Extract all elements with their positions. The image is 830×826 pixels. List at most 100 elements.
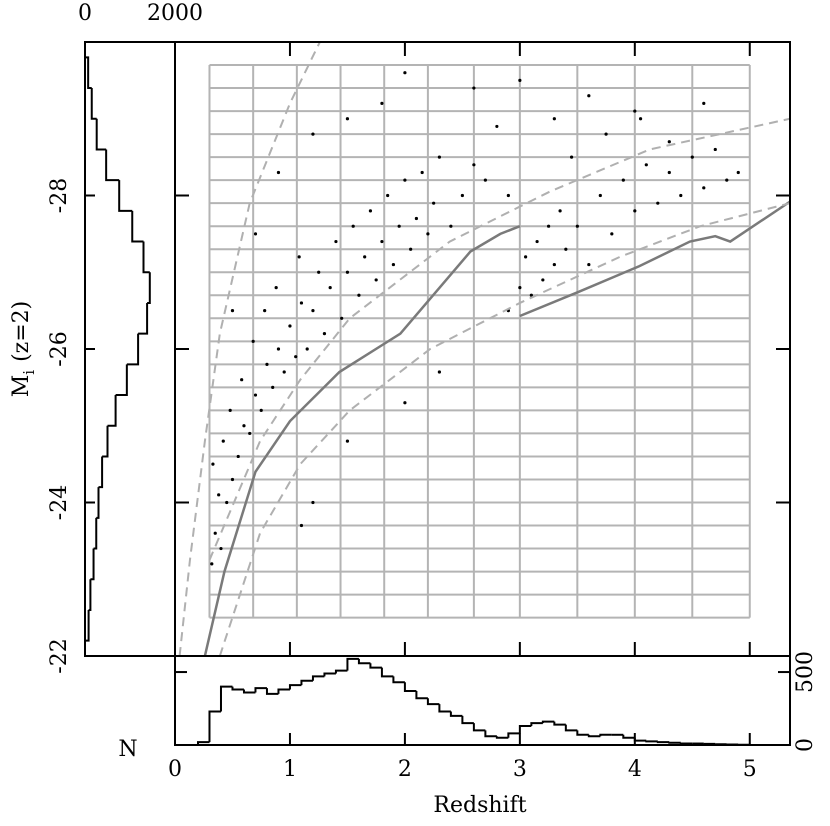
hist-bin (380, 667, 394, 678)
point (420, 170, 424, 175)
point (340, 316, 344, 320)
point (334, 239, 338, 244)
point (679, 193, 683, 198)
hist-bin (507, 732, 520, 738)
point (437, 155, 441, 159)
point (610, 232, 614, 236)
hist-bin (208, 710, 221, 743)
point (274, 286, 278, 290)
point (667, 170, 671, 175)
hist-bin (95, 118, 107, 151)
point (564, 247, 568, 251)
point (351, 224, 355, 228)
point (294, 355, 298, 359)
hist-bin (265, 688, 279, 695)
point (403, 178, 407, 182)
hist-bin (115, 364, 128, 397)
frames (84, 41, 791, 746)
point (380, 239, 384, 244)
hist-bin (461, 715, 474, 725)
point (552, 262, 556, 267)
hist-bin (131, 210, 144, 243)
y-axis-label: Mi (z=2) (9, 301, 38, 398)
hist-bin (254, 687, 267, 693)
point (221, 439, 225, 443)
point (702, 186, 706, 190)
point (263, 309, 267, 313)
hist-bin (242, 689, 256, 694)
hist-bin (403, 682, 417, 693)
x-tick-label: 4 (628, 757, 642, 782)
point (403, 71, 407, 75)
hist-bin (311, 675, 325, 681)
y-tick-label: -28 (47, 178, 72, 213)
point (656, 201, 660, 205)
point (569, 155, 574, 159)
hist-bin (96, 487, 100, 519)
point (702, 101, 706, 105)
hist-bin (323, 672, 336, 677)
point (472, 86, 476, 90)
point (242, 424, 246, 428)
point (506, 193, 510, 198)
point (713, 147, 717, 152)
hist-bin (541, 720, 555, 724)
point (535, 239, 539, 244)
hist-bin (85, 609, 90, 642)
hist-bin (85, 56, 92, 90)
point (368, 209, 373, 213)
y-tick-label: -26 (47, 331, 72, 366)
hist-bin (90, 88, 97, 120)
point (288, 324, 292, 328)
hist-bin (334, 669, 348, 674)
point (311, 309, 315, 313)
hist-bin (98, 456, 104, 489)
point (587, 262, 591, 267)
point (690, 155, 694, 159)
point (345, 270, 350, 274)
point (248, 431, 252, 436)
curve (203, 200, 790, 656)
point (529, 293, 533, 297)
hist-bin (426, 698, 440, 706)
point (524, 255, 528, 259)
hist-bin (633, 737, 647, 742)
point (357, 293, 361, 297)
x-axis-label: Redshift (433, 793, 526, 818)
curve (178, 42, 321, 656)
point (409, 247, 413, 251)
hist-bin (357, 658, 371, 665)
curve (218, 202, 790, 656)
hist-bin (196, 741, 210, 745)
point (259, 408, 263, 412)
point (225, 500, 229, 505)
point (213, 531, 217, 535)
point (211, 462, 215, 466)
histogram-y-label: N (118, 737, 137, 762)
point (253, 393, 258, 397)
y-tick-label: -22 (47, 638, 72, 673)
hist-bin (346, 657, 359, 671)
y-tick-label: -24 (47, 485, 72, 520)
point (587, 94, 591, 98)
point (217, 493, 221, 497)
point (271, 385, 275, 389)
hist-bin (105, 149, 120, 182)
curve (208, 117, 790, 561)
point (297, 255, 301, 259)
hist-bin (587, 734, 601, 738)
hist-bin (656, 741, 670, 744)
point (345, 117, 350, 121)
point (598, 193, 602, 198)
hist-bin (147, 272, 151, 304)
hist-bin (369, 663, 382, 669)
hist-bin (553, 721, 566, 726)
hist-bin (599, 733, 612, 737)
point (437, 370, 441, 374)
point (265, 362, 269, 366)
point (472, 163, 476, 167)
point (253, 232, 258, 236)
hist-bin (93, 517, 98, 550)
hist-bin (495, 736, 509, 739)
